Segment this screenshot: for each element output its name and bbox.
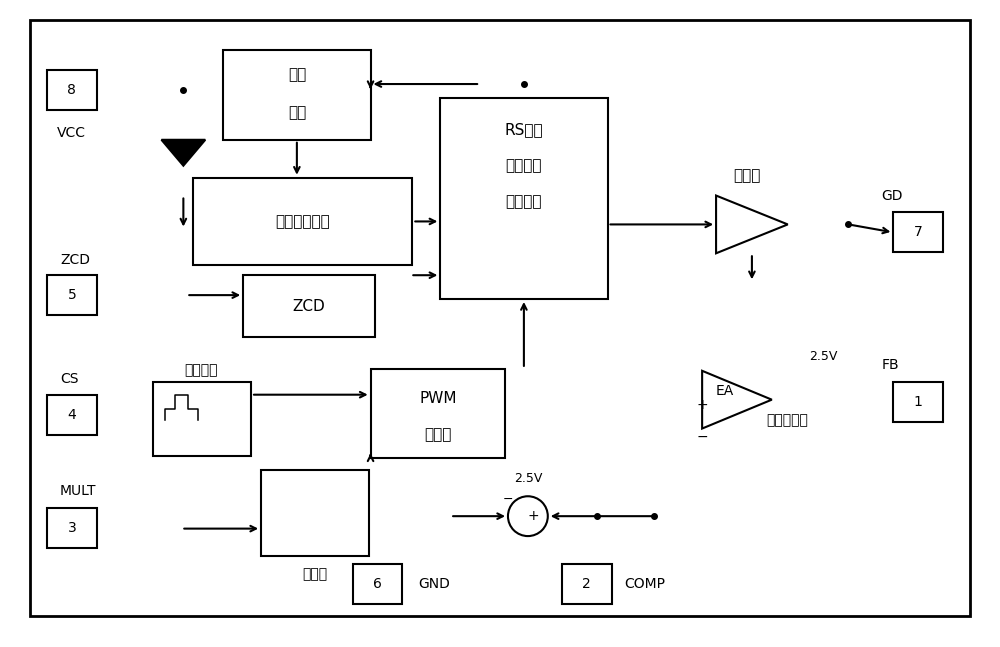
Text: 乘法器: 乘法器: [302, 567, 327, 581]
Text: 锁定: 锁定: [288, 105, 306, 120]
Text: −: −: [696, 430, 708, 443]
Bar: [261, 470, 369, 556]
Text: 前沿消隐: 前沿消隐: [185, 363, 218, 377]
Text: MULT: MULT: [60, 484, 96, 498]
Text: GND: GND: [418, 577, 450, 591]
Text: +: +: [696, 398, 708, 411]
Text: 5: 5: [67, 288, 76, 302]
Text: ZCD: ZCD: [292, 298, 325, 314]
Bar: [243, 275, 375, 337]
Text: GD: GD: [881, 188, 903, 203]
Text: 2.5V: 2.5V: [809, 351, 838, 364]
Bar: [440, 98, 608, 299]
Bar: [371, 369, 505, 459]
Text: 欠压: 欠压: [288, 67, 306, 83]
Text: 逻辑控制: 逻辑控制: [506, 194, 542, 209]
Text: COMP: COMP: [624, 577, 665, 591]
Polygon shape: [161, 140, 205, 166]
Text: 1: 1: [914, 395, 923, 409]
Text: −: −: [503, 493, 513, 506]
Bar: [223, 50, 371, 140]
Bar: [562, 564, 612, 604]
Bar: [893, 212, 943, 252]
Text: PWM: PWM: [419, 391, 457, 406]
Text: CS: CS: [60, 372, 78, 386]
Bar: [353, 564, 402, 604]
Bar: [47, 275, 97, 315]
Text: 电压电流参考: 电压电流参考: [275, 214, 330, 229]
Text: 发生器: 发生器: [424, 427, 451, 442]
Text: 3: 3: [67, 521, 76, 535]
Bar: [47, 395, 97, 435]
Bar: [47, 508, 97, 548]
Text: 2.5V: 2.5V: [514, 472, 542, 485]
Text: 启动计时: 启动计时: [506, 158, 542, 173]
Text: VCC: VCC: [57, 126, 86, 140]
Text: 8: 8: [67, 83, 76, 97]
Bar: [153, 382, 251, 456]
Text: 7: 7: [914, 225, 923, 239]
Text: RS触发: RS触发: [505, 122, 543, 137]
Text: ZCD: ZCD: [60, 253, 90, 267]
Bar: [893, 382, 943, 422]
Text: 门驱动: 门驱动: [733, 168, 761, 183]
Text: 4: 4: [67, 408, 76, 422]
Bar: [193, 178, 412, 265]
Text: +: +: [527, 509, 539, 523]
Bar: [47, 70, 97, 110]
Text: EA: EA: [716, 384, 734, 398]
Text: 2: 2: [582, 577, 591, 591]
Text: FB: FB: [881, 358, 899, 372]
Text: 误差放大器: 误差放大器: [766, 413, 808, 428]
Text: 6: 6: [373, 577, 382, 591]
